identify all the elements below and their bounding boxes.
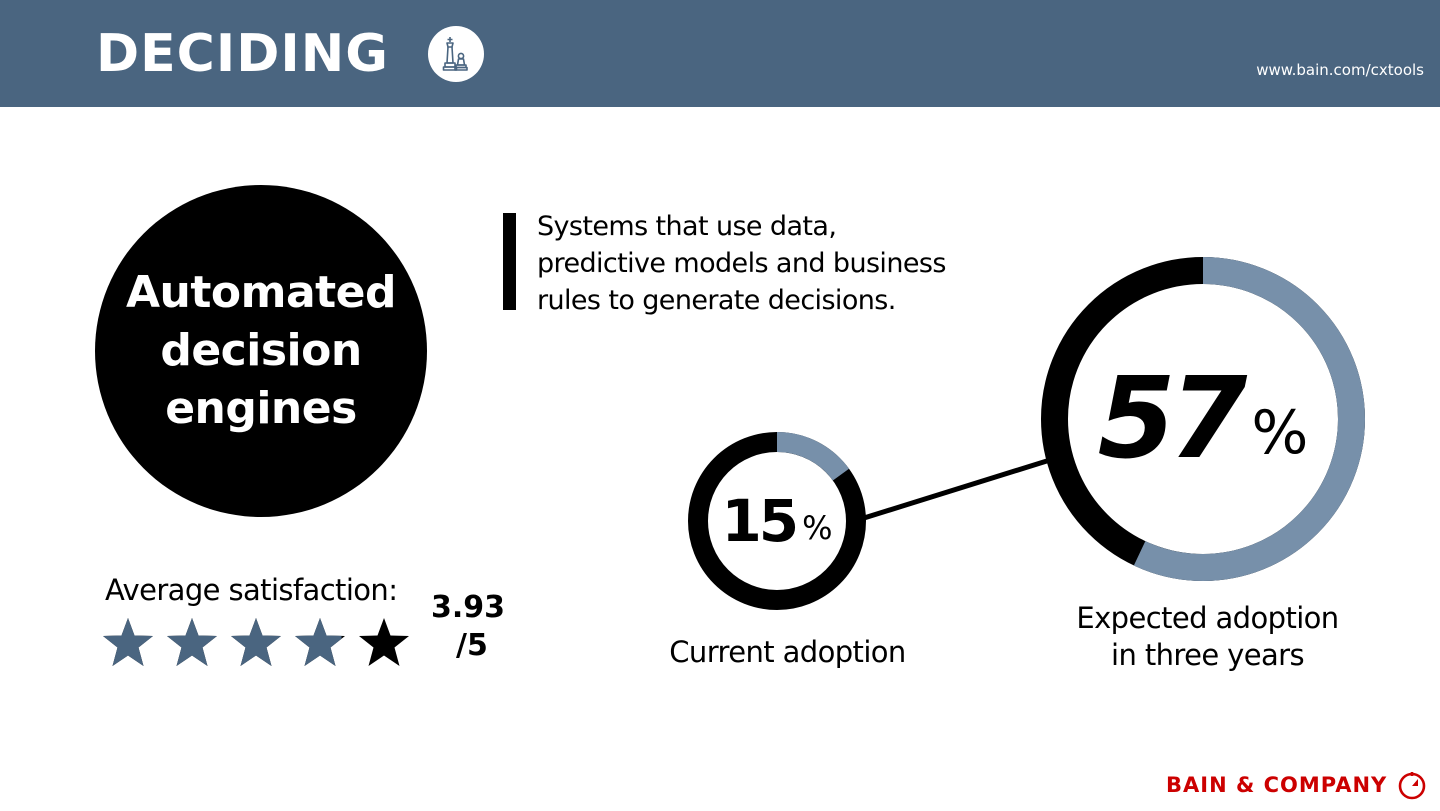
section-title: DECIDING xyxy=(96,24,389,84)
expected-adoption-unit: % xyxy=(1251,398,1309,468)
satisfaction-label: Average satisfaction: xyxy=(105,573,398,607)
satisfaction-score: 3.93 xyxy=(431,590,506,625)
current-adoption-unit: % xyxy=(802,509,833,547)
tool-name-badge: Automated decision engines xyxy=(95,185,427,517)
expected-adoption-donut: 57% xyxy=(1041,257,1365,581)
expected-adoption-caption: Expected adoption in three years xyxy=(1076,601,1339,672)
chess-pieces-icon xyxy=(428,26,484,82)
star-icon xyxy=(356,615,412,671)
star-icon xyxy=(292,615,348,671)
star-icon xyxy=(164,615,220,671)
tool-description: Systems that use data, predictive models… xyxy=(537,211,946,316)
star-icon xyxy=(228,615,284,671)
current-adoption-caption: Current adoption xyxy=(669,635,906,669)
bain-compass-icon xyxy=(1397,770,1427,800)
logo-wordmark: BAIN & COMPANY xyxy=(1166,773,1388,797)
current-adoption-value: 15 xyxy=(721,487,799,555)
bain-logo: BAIN & COMPANY xyxy=(1166,770,1427,800)
satisfaction-max: /5 xyxy=(456,628,488,663)
star-icon xyxy=(100,615,156,671)
expected-adoption-value: 57 xyxy=(1097,354,1248,484)
current-adoption-donut: 15% xyxy=(688,432,866,610)
description-accent-bar xyxy=(503,213,516,310)
website-link[interactable]: www.bain.com/cxtools xyxy=(1256,61,1424,79)
satisfaction-stars xyxy=(100,615,412,671)
tool-name: Automated decision engines xyxy=(125,267,397,434)
header-banner: DECIDING www.bain.com/cxtools xyxy=(0,0,1440,107)
